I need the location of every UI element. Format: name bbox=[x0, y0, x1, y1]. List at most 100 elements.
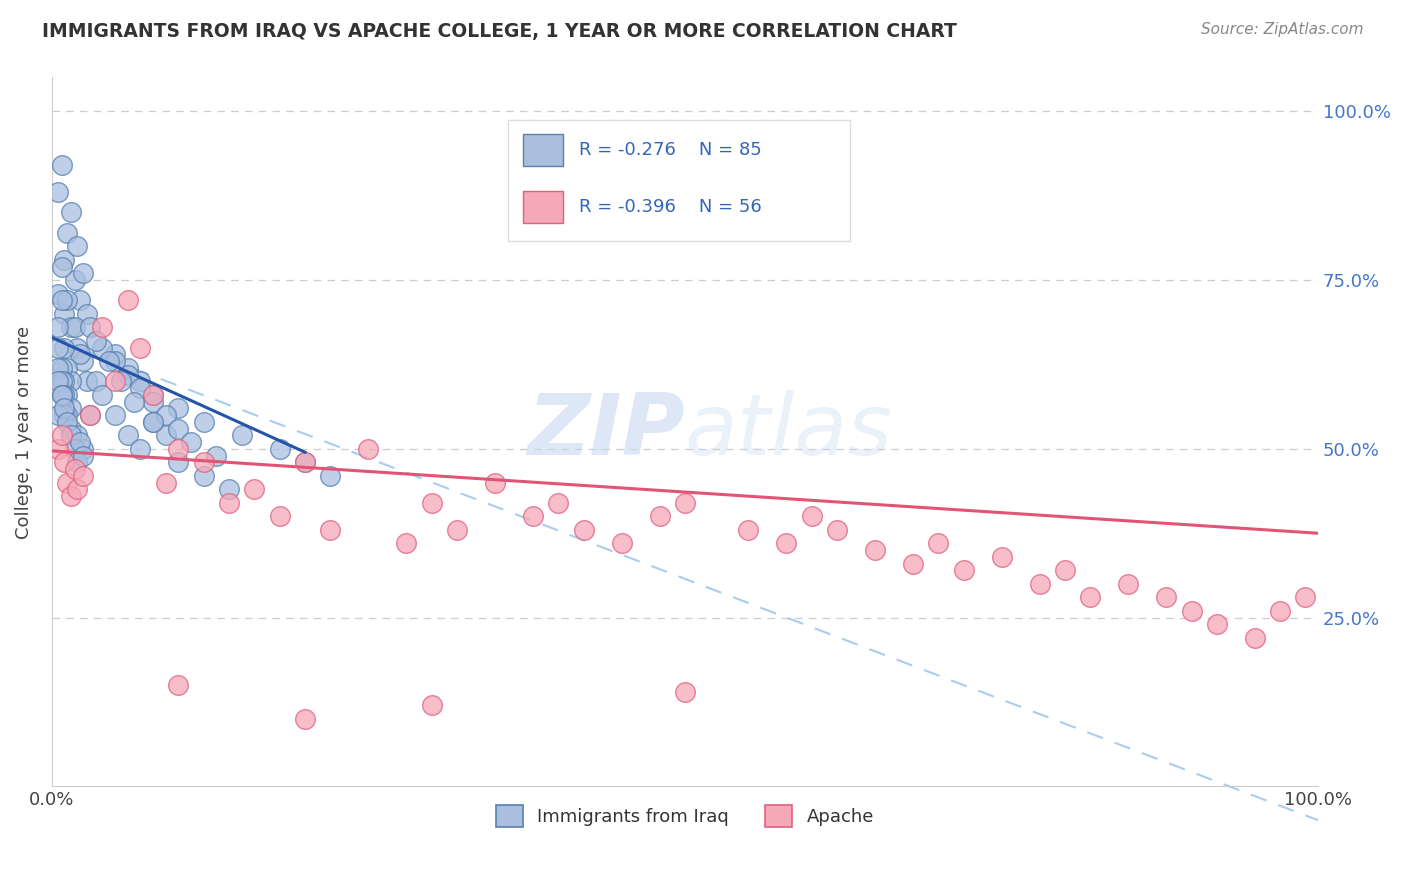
Point bbox=[56, 388, 79, 402]
Point bbox=[117, 428, 139, 442]
Point bbox=[142, 388, 165, 402]
Point bbox=[91, 341, 114, 355]
Point bbox=[69, 293, 91, 308]
Point bbox=[104, 354, 127, 368]
Text: atlas: atlas bbox=[685, 391, 893, 474]
Y-axis label: College, 1 year or more: College, 1 year or more bbox=[15, 326, 32, 539]
Point bbox=[104, 347, 127, 361]
Point bbox=[775, 536, 797, 550]
Point bbox=[269, 509, 291, 524]
Text: Source: ZipAtlas.com: Source: ZipAtlas.com bbox=[1201, 22, 1364, 37]
Point bbox=[53, 388, 76, 402]
Point bbox=[63, 462, 86, 476]
Point bbox=[1295, 591, 1317, 605]
Point bbox=[1053, 563, 1076, 577]
Point bbox=[53, 307, 76, 321]
Point bbox=[129, 374, 152, 388]
Point bbox=[193, 415, 215, 429]
Text: ZIP: ZIP bbox=[527, 391, 685, 474]
Point bbox=[53, 455, 76, 469]
Point bbox=[572, 523, 595, 537]
Point bbox=[69, 435, 91, 450]
Point bbox=[155, 475, 177, 490]
Point bbox=[294, 455, 316, 469]
Point bbox=[673, 496, 696, 510]
Point bbox=[56, 408, 79, 422]
Point bbox=[167, 421, 190, 435]
Point bbox=[420, 698, 443, 713]
Text: R = -0.396    N = 56: R = -0.396 N = 56 bbox=[578, 198, 761, 216]
Point bbox=[142, 394, 165, 409]
Point bbox=[117, 368, 139, 382]
Point bbox=[800, 509, 823, 524]
Text: IMMIGRANTS FROM IRAQ VS APACHE COLLEGE, 1 YEAR OR MORE CORRELATION CHART: IMMIGRANTS FROM IRAQ VS APACHE COLLEGE, … bbox=[42, 22, 957, 41]
Point bbox=[59, 489, 82, 503]
Text: R = -0.276    N = 85: R = -0.276 N = 85 bbox=[578, 142, 761, 160]
Point bbox=[66, 428, 89, 442]
Point bbox=[901, 557, 924, 571]
Point bbox=[1116, 577, 1139, 591]
Point bbox=[129, 442, 152, 456]
Point bbox=[53, 401, 76, 416]
Point bbox=[104, 408, 127, 422]
Point bbox=[66, 239, 89, 253]
Point bbox=[142, 415, 165, 429]
Point bbox=[167, 401, 190, 416]
Point bbox=[294, 712, 316, 726]
Point bbox=[673, 685, 696, 699]
Point bbox=[129, 381, 152, 395]
Point bbox=[990, 549, 1012, 564]
Point bbox=[51, 388, 73, 402]
Point bbox=[294, 455, 316, 469]
Point bbox=[72, 354, 94, 368]
Point bbox=[53, 341, 76, 355]
Point bbox=[51, 360, 73, 375]
Point bbox=[66, 483, 89, 497]
Point bbox=[269, 442, 291, 456]
Point bbox=[863, 543, 886, 558]
Point bbox=[142, 388, 165, 402]
Point bbox=[193, 455, 215, 469]
Point bbox=[79, 320, 101, 334]
Point bbox=[84, 374, 107, 388]
Point bbox=[1154, 591, 1177, 605]
Point bbox=[72, 468, 94, 483]
Point bbox=[76, 374, 98, 388]
Point bbox=[46, 341, 69, 355]
Point bbox=[155, 408, 177, 422]
Legend: Immigrants from Iraq, Apache: Immigrants from Iraq, Apache bbox=[488, 797, 882, 834]
Point bbox=[56, 226, 79, 240]
Point bbox=[1180, 604, 1202, 618]
Point bbox=[129, 341, 152, 355]
Point bbox=[46, 360, 69, 375]
Point bbox=[66, 341, 89, 355]
Point bbox=[1078, 591, 1101, 605]
Point bbox=[59, 401, 82, 416]
Point bbox=[46, 186, 69, 200]
Point bbox=[69, 347, 91, 361]
Point bbox=[63, 273, 86, 287]
Point bbox=[51, 293, 73, 308]
Point bbox=[97, 354, 120, 368]
Point bbox=[72, 266, 94, 280]
Point bbox=[1243, 631, 1265, 645]
Point bbox=[610, 536, 633, 550]
Point bbox=[51, 374, 73, 388]
Point bbox=[59, 205, 82, 219]
Point bbox=[117, 360, 139, 375]
Point bbox=[46, 320, 69, 334]
Point bbox=[357, 442, 380, 456]
Point bbox=[1268, 604, 1291, 618]
Point bbox=[66, 455, 89, 469]
Point bbox=[205, 449, 228, 463]
Point bbox=[193, 468, 215, 483]
FancyBboxPatch shape bbox=[523, 191, 564, 223]
FancyBboxPatch shape bbox=[508, 120, 849, 241]
Point bbox=[395, 536, 418, 550]
Point bbox=[56, 360, 79, 375]
Point bbox=[63, 442, 86, 456]
Point bbox=[420, 496, 443, 510]
Point bbox=[218, 496, 240, 510]
Point bbox=[122, 394, 145, 409]
Point bbox=[84, 334, 107, 348]
